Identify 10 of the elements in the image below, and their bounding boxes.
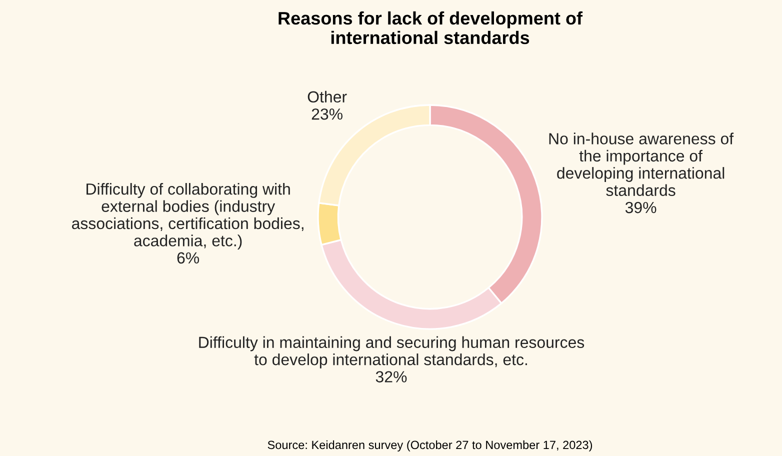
data-label: 39%	[625, 202, 656, 214]
slice-label: Difficulty in maintaining and securing human resources to develop international standards, etc.	[199, 336, 584, 368]
slice-label: Other	[308, 90, 347, 103]
data-label: 23%	[312, 108, 342, 120]
data-label: 32%	[376, 371, 407, 382]
slice-label: No in-house awareness of the importance of developing international standards	[549, 132, 734, 196]
chart-title: Reasons for lack of development of international standards	[278, 11, 583, 44]
slice-label: Difficulty of collaborating with external bodies (industry associations, certification bodies, academia, etc.)	[72, 183, 304, 250]
data-label: 6%	[177, 252, 200, 264]
source-note: Source: Keidanren survey (October 27 to November 17, 2023)	[268, 440, 592, 452]
